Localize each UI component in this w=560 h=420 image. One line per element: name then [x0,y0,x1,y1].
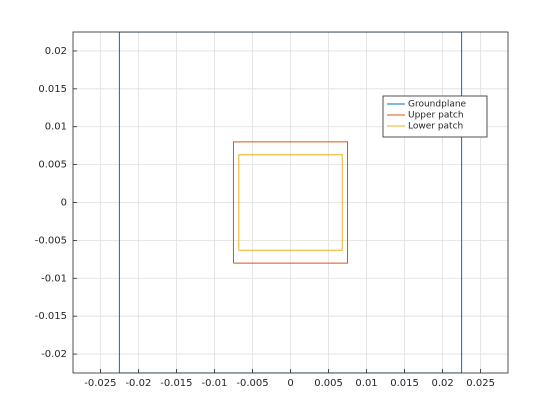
x-tick-label: -0.005 [236,378,268,389]
series-line [118,32,463,373]
legend-label: Upper patch [408,111,464,121]
x-tick-label: -0.025 [84,378,116,389]
grid [73,32,508,373]
x-tick-label: -0.01 [202,378,228,389]
y-tick-label: -0.01 [41,273,67,284]
series-line [238,154,343,251]
series-line [232,141,349,264]
y-tick-label: 0.005 [38,160,67,171]
legend-label: Lower patch [408,122,463,132]
y-tick-label: -0.02 [41,349,67,360]
y-tick-label: 0 [61,198,67,209]
x-tick-label: -0.015 [160,378,192,389]
lines [118,32,463,373]
y-tick-label: -0.015 [35,311,67,322]
x-tick-label: 0.025 [466,378,495,389]
x-tick-label: 0 [287,378,293,389]
y-tick-label: 0.02 [45,46,67,57]
y-tick-label: -0.005 [35,235,67,246]
x-tick-label: 0.02 [431,378,453,389]
x-tick-label: 0.015 [390,378,419,389]
x-tick-label: -0.02 [125,378,151,389]
y-tick-label: 0.015 [38,84,67,95]
x-tick-label: 0.01 [355,378,377,389]
legend-box [382,95,488,138]
ticks: -0.025 -0.02 -0.015 -0.01 -0.005 0 0.005 0.01 0.… [35,46,495,389]
x-tick-label: 0.005 [314,378,343,389]
legend-label: Groundplane [408,100,467,110]
y-tick-label: 0.01 [45,122,67,133]
